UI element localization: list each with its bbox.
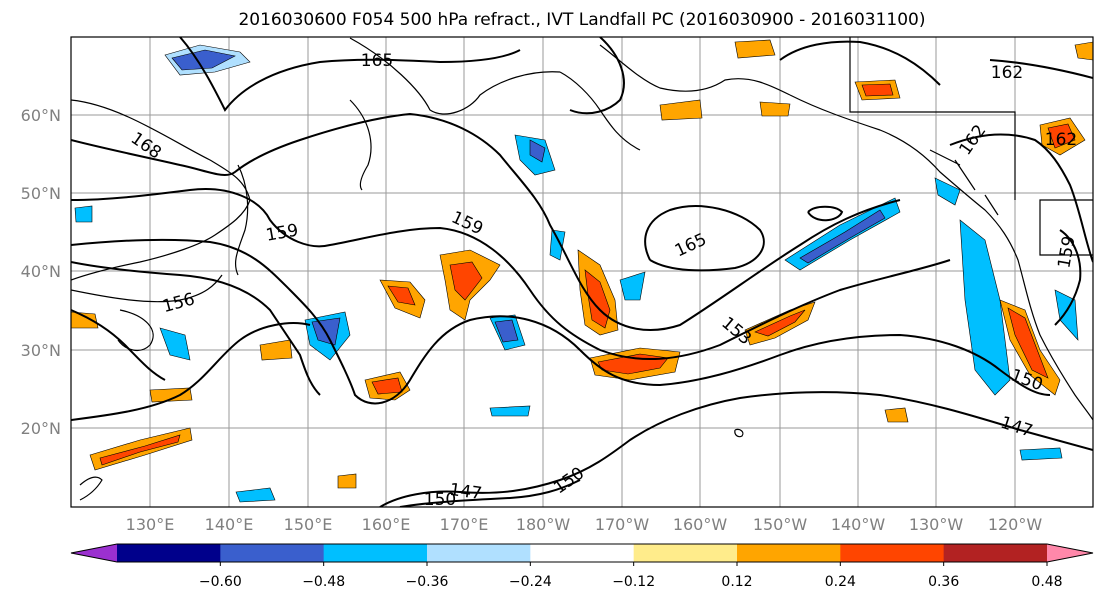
lat-label: 30°N <box>21 341 61 360</box>
lon-label: 180°W <box>516 515 571 534</box>
colorbar-segment <box>117 544 221 562</box>
map-title: 2016030600 F054 500 hPa refract., IVT La… <box>238 10 925 30</box>
lat-label: 50°N <box>21 184 61 203</box>
coastlines <box>71 37 1093 501</box>
colorbar-outline <box>70 543 1094 563</box>
colorbar-segment <box>530 544 635 562</box>
contour-label: 147 <box>448 480 483 504</box>
lon-label: 160°E <box>362 515 411 534</box>
map-area <box>71 37 1093 507</box>
lon-label: 160°W <box>673 515 728 534</box>
lon-label: 130°W <box>909 515 964 534</box>
colorbar-segment <box>427 544 531 562</box>
colorbar: −0.60 −0.48 −0.36 −0.24 −0.12 0.12 0.24 0.36 0.4… <box>70 543 1094 590</box>
colorbar-segment <box>737 544 841 562</box>
colorbar-tick-label: 0.24 <box>825 574 856 590</box>
lon-label: 130°E <box>126 515 175 534</box>
latitude-labels: 60°N 50°N 40°N 30°N 20°N <box>21 106 61 438</box>
colorbar-tick-label: −0.36 <box>406 574 449 590</box>
lat-label: 20°N <box>21 419 61 438</box>
colorbar-tick-label: −0.24 <box>509 574 552 590</box>
lon-label: 150°E <box>284 515 333 534</box>
colorbar-extend-min <box>71 544 117 562</box>
colorbar-tick-label: 0.48 <box>1031 574 1062 590</box>
contour-label: 162 <box>1045 130 1077 150</box>
contour-label: 165 <box>361 51 393 71</box>
contour-label: 159 <box>1054 234 1079 269</box>
colorbar-segment <box>943 544 1048 562</box>
colorbar-segment <box>633 544 738 562</box>
contour-label: 156 <box>160 289 197 317</box>
lon-label: 140°E <box>205 515 254 534</box>
lon-label: 170°W <box>595 515 650 534</box>
refractivity-contours <box>71 37 1093 507</box>
lon-label: 140°W <box>831 515 886 534</box>
contour-label: 159 <box>264 220 299 245</box>
positive-shading <box>71 39 1093 489</box>
colorbar-tick-label: 0.36 <box>928 574 959 590</box>
colorbar-tick-label: −0.60 <box>199 574 242 590</box>
contour-label: 162 <box>955 121 990 159</box>
colorbar-tick-label: −0.12 <box>612 574 655 590</box>
graticule <box>71 37 1093 507</box>
lon-label: 150°W <box>753 515 808 534</box>
colorbar-segment <box>840 544 945 562</box>
lat-label: 60°N <box>21 106 61 125</box>
colorbar-tick-label: −0.48 <box>302 574 345 590</box>
colorbar-segment <box>323 544 428 562</box>
lon-label: 170°E <box>440 515 489 534</box>
contour-label: 165 <box>672 230 710 262</box>
contour-label: 162 <box>991 63 1023 83</box>
lat-label: 40°N <box>21 262 61 281</box>
map-frame <box>70 36 1094 508</box>
contour-label: 147 <box>998 413 1035 442</box>
colorbar-tick-label: 0.12 <box>721 574 752 590</box>
negative-shading <box>74 44 1079 503</box>
colorbar-segment <box>220 544 325 562</box>
contour-label: 150 <box>550 463 588 498</box>
longitude-labels: 130°E 140°E 150°E 160°E 170°E 180°W 170°… <box>126 515 1043 534</box>
lon-label: 120°W <box>988 515 1043 534</box>
contour-label: 150 <box>424 490 456 510</box>
colorbar-extend-max <box>1047 544 1093 562</box>
